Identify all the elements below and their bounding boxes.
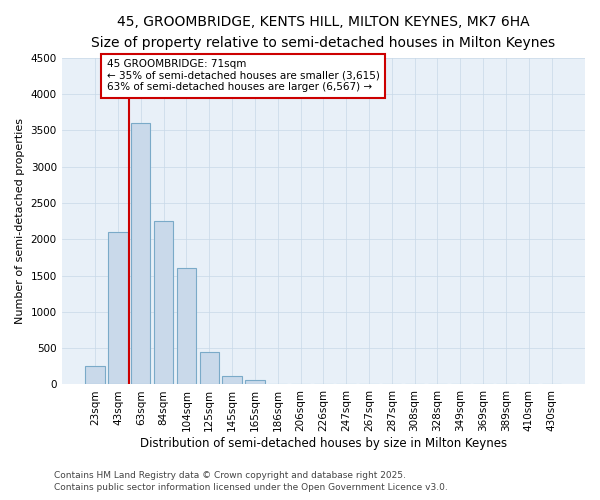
Bar <box>177 268 196 384</box>
Bar <box>108 232 128 384</box>
Bar <box>200 352 219 384</box>
Bar <box>223 376 242 384</box>
Bar <box>131 123 151 384</box>
Text: 45 GROOMBRIDGE: 71sqm
← 35% of semi-detached houses are smaller (3,615)
63% of s: 45 GROOMBRIDGE: 71sqm ← 35% of semi-deta… <box>107 59 379 92</box>
Bar <box>85 366 105 384</box>
Bar <box>245 380 265 384</box>
Bar <box>154 221 173 384</box>
Text: Contains HM Land Registry data © Crown copyright and database right 2025.
Contai: Contains HM Land Registry data © Crown c… <box>54 471 448 492</box>
Title: 45, GROOMBRIDGE, KENTS HILL, MILTON KEYNES, MK7 6HA
Size of property relative to: 45, GROOMBRIDGE, KENTS HILL, MILTON KEYN… <box>91 15 556 50</box>
Y-axis label: Number of semi-detached properties: Number of semi-detached properties <box>15 118 25 324</box>
X-axis label: Distribution of semi-detached houses by size in Milton Keynes: Distribution of semi-detached houses by … <box>140 437 507 450</box>
